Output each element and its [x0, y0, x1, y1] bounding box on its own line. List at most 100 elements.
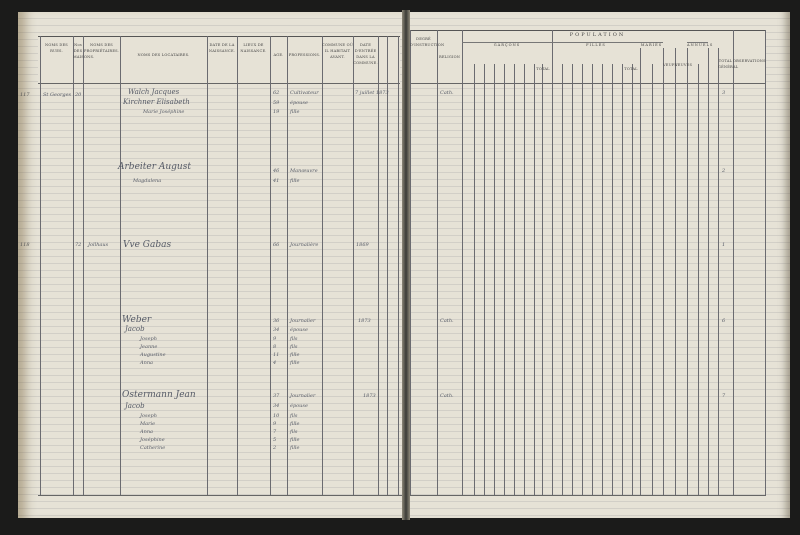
- header-owners: NOMS DES PROPRIÉTAIRES.: [83, 43, 120, 53]
- profession: Journalière: [290, 242, 319, 248]
- religion-value: Cath.: [440, 318, 454, 324]
- tenant-name: Joséphine: [140, 437, 165, 443]
- header-girls: FILLES: [552, 42, 640, 47]
- ruled-line: [494, 64, 495, 496]
- age: 7: [273, 429, 277, 435]
- profession: Cultivateur: [290, 90, 319, 96]
- ruled-line: [612, 64, 613, 496]
- header-boys: GARÇONS: [462, 42, 552, 47]
- age: 2: [273, 445, 277, 451]
- tenant-name: Marie: [140, 421, 156, 427]
- ruled-line: [675, 48, 676, 496]
- right-register-page: DEGRÉ D'INSTRUCTION RELIGION POPULATION …: [406, 12, 790, 518]
- ruled-line: [602, 64, 603, 496]
- tenant-name: Jacob: [125, 325, 145, 333]
- header-entry-date: DATE D'ENTRÉE DANS LA COMMUNE.: [353, 43, 378, 65]
- header-boys-total: TOTAL: [536, 67, 550, 71]
- header-birthplace: LIEUX DE NAISSANCE.: [240, 43, 267, 53]
- ruled-line: [640, 48, 641, 496]
- house-number: 20: [75, 92, 82, 98]
- ruled-line: [534, 64, 535, 496]
- street-name: St Georges: [43, 92, 72, 98]
- ruled-line: [207, 36, 208, 496]
- tenant-name: Augustine: [140, 352, 166, 358]
- ruled-line: [237, 36, 238, 496]
- ruled-line: [582, 64, 583, 496]
- ruled-line: [765, 30, 766, 496]
- ruled-line: [287, 36, 288, 496]
- header-street: NOMS DES RUES.: [45, 43, 68, 53]
- tenant-name: Vve Gabas: [123, 240, 172, 250]
- ruled-line: [40, 36, 41, 496]
- row-total: 7: [722, 393, 726, 399]
- profession: fille: [290, 352, 300, 358]
- tenant-name: Arbeiter August: [118, 162, 191, 172]
- tenant-name: Jeanne: [140, 344, 158, 350]
- tenant-name: Kirchner Elisabeth: [123, 98, 190, 106]
- profession: fille: [290, 360, 300, 366]
- profession: Journalier: [290, 393, 316, 399]
- age: 19: [273, 109, 280, 115]
- entry-date: 1869: [356, 242, 369, 248]
- tenant-name: Weber: [122, 315, 152, 325]
- age: 36: [273, 318, 280, 324]
- age: 34: [273, 327, 280, 333]
- profession: fille: [290, 437, 300, 443]
- ruled-line: [474, 64, 475, 496]
- profession: épouse: [290, 403, 308, 409]
- header-tenants: NOMS DES LOCATAIRES.: [137, 53, 190, 57]
- tenant-name: Ostermann Jean: [122, 390, 196, 400]
- profession: épouse: [290, 327, 308, 333]
- margin-number: 117: [20, 92, 30, 98]
- book-gutter: [402, 10, 410, 520]
- religion-value: Cath.: [440, 90, 454, 96]
- entry-date: 1873: [358, 318, 371, 324]
- profession: Manœuvre: [290, 168, 318, 174]
- tenant-name: Magdalena: [133, 178, 162, 184]
- ruled-line: [378, 36, 379, 496]
- profession: Journalier: [290, 318, 316, 324]
- ruled-line: [663, 48, 664, 496]
- tenant-name: Marie Joséphine: [143, 109, 185, 115]
- ruled-line: [632, 64, 633, 496]
- header-married: MARIÉS: [640, 42, 663, 47]
- ruled-line: [708, 48, 709, 496]
- age: 62: [273, 90, 280, 96]
- ruled-line: [83, 36, 84, 496]
- ruled-line: [524, 64, 525, 496]
- street-name: Jollhaus: [88, 242, 109, 248]
- ruled-line: [542, 64, 543, 496]
- house-number: 72: [75, 242, 82, 248]
- profession: fils: [290, 413, 298, 419]
- ruled-line: [504, 64, 505, 496]
- tenant-name: Catherine: [140, 445, 166, 451]
- ruled-line: [410, 30, 411, 496]
- entry-date: 1873: [363, 393, 376, 399]
- row-total: 6: [722, 318, 726, 324]
- ruled-line: [398, 36, 399, 496]
- ruled-line: [38, 495, 406, 496]
- ruled-line: [687, 48, 688, 496]
- age: 59: [273, 100, 280, 106]
- ruled-line: [733, 30, 734, 496]
- ruled-line: [437, 30, 438, 496]
- profession: fils: [290, 344, 298, 350]
- header-grand-total: TOTAL GÉNÉRAL: [718, 59, 739, 69]
- header-religion: RELIGION: [438, 55, 461, 59]
- left-header-band: [38, 36, 400, 84]
- ruled-line: [462, 30, 463, 496]
- ruled-line: [484, 64, 485, 496]
- header-profession: PROFESSIONS.: [288, 53, 321, 57]
- left-register-page: NOMS DES RUES. Nos DES MAISONS. NOMS DES…: [18, 12, 406, 518]
- ruled-line: [622, 64, 623, 496]
- age: 34: [273, 403, 280, 409]
- ruled-line: [562, 64, 563, 496]
- header-widows: VEUVES: [675, 63, 693, 67]
- age: 41: [273, 178, 280, 184]
- ruled-line: [408, 495, 766, 496]
- right-header-band: [408, 30, 766, 84]
- row-total: 3: [722, 90, 726, 96]
- age: 37: [273, 393, 280, 399]
- ruled-line: [698, 64, 699, 496]
- tenant-name: Anna: [140, 429, 154, 435]
